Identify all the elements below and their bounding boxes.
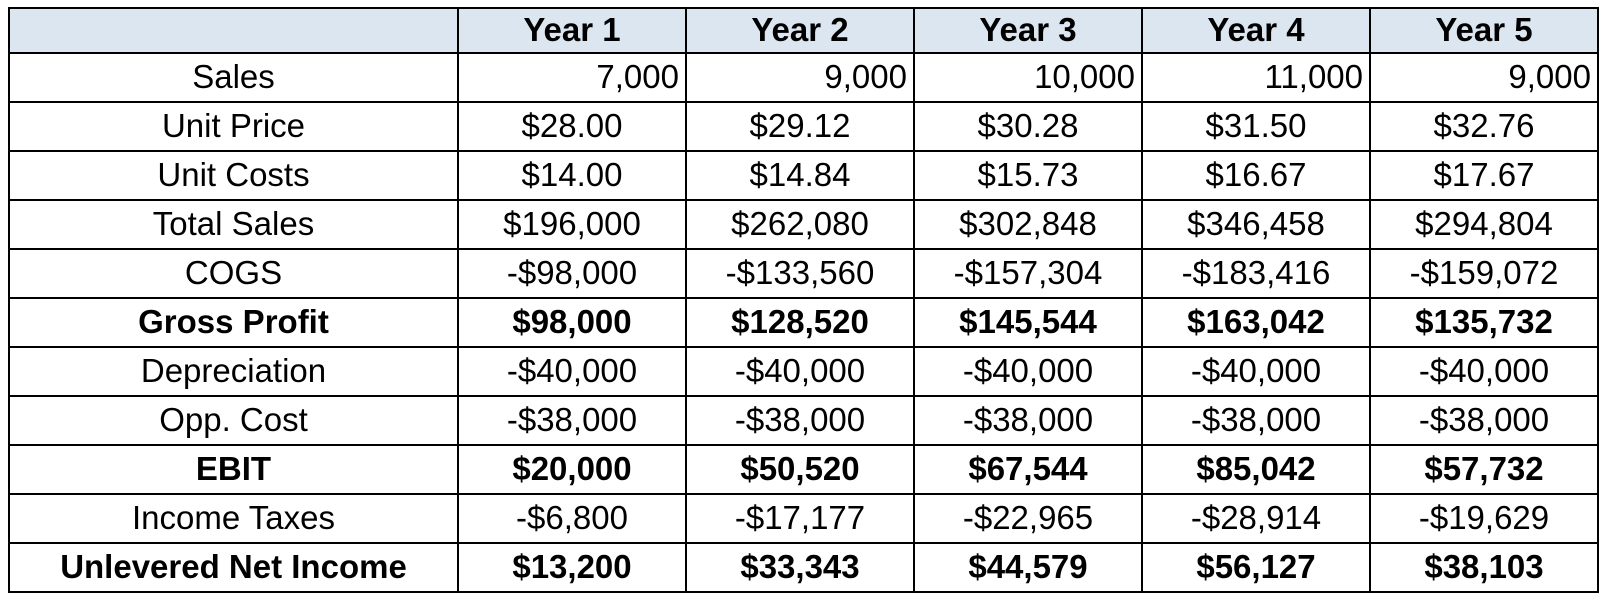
row-label: Sales xyxy=(8,52,459,103)
cell-value: $16.67 xyxy=(1141,150,1371,201)
income-statement-table: Year 1 Year 2 Year 3 Year 4 Year 5 Sales… xyxy=(8,7,1599,593)
cell-value: $15.73 xyxy=(913,150,1143,201)
cell-value: $28.00 xyxy=(457,101,687,152)
cell-value: $38,103 xyxy=(1369,542,1599,593)
cell-value: $163,042 xyxy=(1141,297,1371,348)
cell-value: -$38,000 xyxy=(1369,395,1599,446)
cell-value: $67,544 xyxy=(913,444,1143,495)
cell-value: $98,000 xyxy=(457,297,687,348)
cell-value: $30.28 xyxy=(913,101,1143,152)
row-label: EBIT xyxy=(8,444,459,495)
table-row-cogs: COGS -$98,000 -$133,560 -$157,304 -$183,… xyxy=(8,248,1599,299)
cell-value: $50,520 xyxy=(685,444,915,495)
row-label: Unlevered Net Income xyxy=(8,542,459,593)
cell-value: -$40,000 xyxy=(685,346,915,397)
cell-value: $32.76 xyxy=(1369,101,1599,152)
table-row-depreciation: Depreciation -$40,000 -$40,000 -$40,000 … xyxy=(8,346,1599,397)
cell-value: -$6,800 xyxy=(457,493,687,544)
column-header-year-2: Year 2 xyxy=(685,7,915,54)
table-row-unit-costs: Unit Costs $14.00 $14.84 $15.73 $16.67 $… xyxy=(8,150,1599,201)
cell-value: -$183,416 xyxy=(1141,248,1371,299)
cell-value: -$38,000 xyxy=(1141,395,1371,446)
cell-value: $145,544 xyxy=(913,297,1143,348)
cell-value: $33,343 xyxy=(685,542,915,593)
cell-value: $14.00 xyxy=(457,150,687,201)
cell-value: -$98,000 xyxy=(457,248,687,299)
cell-value: 9,000 xyxy=(1369,52,1599,103)
table-row-sales: Sales 7,000 9,000 10,000 11,000 9,000 xyxy=(8,52,1599,103)
cell-value: $135,732 xyxy=(1369,297,1599,348)
corner-cell xyxy=(8,7,459,54)
cell-value: -$40,000 xyxy=(457,346,687,397)
cell-value: -$133,560 xyxy=(685,248,915,299)
cell-value: $294,804 xyxy=(1369,199,1599,250)
table-row-ebit: EBIT $20,000 $50,520 $67,544 $85,042 $57… xyxy=(8,444,1599,495)
table-row-opp-cost: Opp. Cost -$38,000 -$38,000 -$38,000 -$3… xyxy=(8,395,1599,446)
table-row-income-taxes: Income Taxes -$6,800 -$17,177 -$22,965 -… xyxy=(8,493,1599,544)
column-header-year-1: Year 1 xyxy=(457,7,687,54)
cell-value: -$38,000 xyxy=(685,395,915,446)
cell-value: -$19,629 xyxy=(1369,493,1599,544)
cell-value: $128,520 xyxy=(685,297,915,348)
cell-value: $13,200 xyxy=(457,542,687,593)
cell-value: $196,000 xyxy=(457,199,687,250)
row-label: Gross Profit xyxy=(8,297,459,348)
cell-value: -$40,000 xyxy=(1369,346,1599,397)
table-row-unlevered-net-income: Unlevered Net Income $13,200 $33,343 $44… xyxy=(8,542,1599,593)
cell-value: -$38,000 xyxy=(457,395,687,446)
cell-value: $20,000 xyxy=(457,444,687,495)
cell-value: $44,579 xyxy=(913,542,1143,593)
row-label: COGS xyxy=(8,248,459,299)
table-row-total-sales: Total Sales $196,000 $262,080 $302,848 $… xyxy=(8,199,1599,250)
row-label: Income Taxes xyxy=(8,493,459,544)
income-statement-table-wrapper: Year 1 Year 2 Year 3 Year 4 Year 5 Sales… xyxy=(8,7,1599,593)
cell-value: 9,000 xyxy=(685,52,915,103)
cell-value: -$22,965 xyxy=(913,493,1143,544)
row-label: Depreciation xyxy=(8,346,459,397)
cell-value: 7,000 xyxy=(457,52,687,103)
cell-value: -$157,304 xyxy=(913,248,1143,299)
table-row-unit-price: Unit Price $28.00 $29.12 $30.28 $31.50 $… xyxy=(8,101,1599,152)
cell-value: $29.12 xyxy=(685,101,915,152)
row-label: Unit Costs xyxy=(8,150,459,201)
row-label: Total Sales xyxy=(8,199,459,250)
cell-value: -$28,914 xyxy=(1141,493,1371,544)
cell-value: -$17,177 xyxy=(685,493,915,544)
cell-value: 10,000 xyxy=(913,52,1143,103)
cell-value: -$38,000 xyxy=(913,395,1143,446)
cell-value: -$40,000 xyxy=(1141,346,1371,397)
cell-value: -$159,072 xyxy=(1369,248,1599,299)
cell-value: $31.50 xyxy=(1141,101,1371,152)
header-row: Year 1 Year 2 Year 3 Year 4 Year 5 xyxy=(8,7,1599,54)
cell-value: $56,127 xyxy=(1141,542,1371,593)
cell-value: $346,458 xyxy=(1141,199,1371,250)
cell-value: $302,848 xyxy=(913,199,1143,250)
table-row-gross-profit: Gross Profit $98,000 $128,520 $145,544 $… xyxy=(8,297,1599,348)
cell-value: -$40,000 xyxy=(913,346,1143,397)
column-header-year-4: Year 4 xyxy=(1141,7,1371,54)
cell-value: $57,732 xyxy=(1369,444,1599,495)
column-header-year-3: Year 3 xyxy=(913,7,1143,54)
cell-value: $85,042 xyxy=(1141,444,1371,495)
cell-value: 11,000 xyxy=(1141,52,1371,103)
cell-value: $17.67 xyxy=(1369,150,1599,201)
cell-value: $14.84 xyxy=(685,150,915,201)
row-label: Unit Price xyxy=(8,101,459,152)
row-label: Opp. Cost xyxy=(8,395,459,446)
column-header-year-5: Year 5 xyxy=(1369,7,1599,54)
cell-value: $262,080 xyxy=(685,199,915,250)
